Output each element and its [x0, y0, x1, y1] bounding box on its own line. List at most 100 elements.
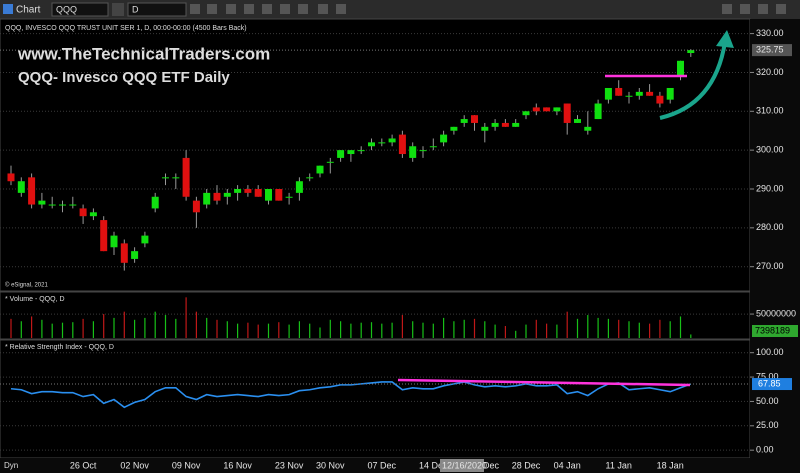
candle-body	[594, 103, 602, 120]
volume-bar	[618, 319, 620, 338]
x-tick-label: 16 Nov	[223, 460, 252, 470]
candle-body	[59, 204, 66, 206]
cursor-box	[440, 459, 484, 472]
y-tick-label: 330.00	[756, 28, 784, 38]
volume-bar	[257, 324, 259, 338]
volume-bar	[340, 321, 342, 338]
candle-body	[460, 119, 468, 123]
candle-body	[69, 204, 77, 206]
candle-body	[584, 126, 592, 131]
last-price-label: 325.75	[756, 44, 784, 54]
candle-body	[687, 50, 695, 54]
y-tick-label: 280.00	[756, 222, 784, 232]
candle-body	[28, 177, 36, 205]
last-rsi-label: 67.85	[758, 378, 781, 388]
volume-bar	[123, 311, 125, 338]
volume-bar	[597, 317, 599, 338]
y-tick-label: 100.00	[756, 347, 784, 357]
value-axis	[750, 19, 800, 458]
volume-bar	[72, 322, 74, 338]
window-title: Chart	[16, 5, 41, 16]
volume-bar	[20, 321, 22, 338]
candle-body	[223, 192, 231, 197]
candle-body	[501, 122, 509, 127]
candle-body	[388, 138, 396, 143]
x-tick-label: 21 Dec	[471, 460, 500, 470]
candle-body	[512, 122, 520, 127]
candle-body	[151, 196, 159, 209]
interval-text: D	[132, 4, 139, 14]
x-tick-label: 02 Nov	[120, 460, 149, 470]
toolbar-icons[interactable]	[190, 4, 786, 14]
candle-body	[213, 192, 221, 201]
volume-bar	[216, 319, 218, 338]
candle-body	[635, 91, 643, 96]
candle-body	[48, 204, 56, 206]
volume-bar	[412, 321, 414, 338]
candle-body	[182, 157, 190, 197]
candle-body	[306, 177, 314, 179]
volume-bar	[164, 315, 167, 338]
candle-body	[450, 126, 458, 131]
symbol-input[interactable]	[51, 2, 109, 17]
candle-body	[532, 107, 540, 112]
volume-bar	[391, 322, 393, 338]
y-tick-label: 50.00	[756, 396, 779, 406]
symbol-button[interactable]	[112, 3, 124, 16]
candle-body	[357, 150, 365, 152]
volume-bar	[504, 326, 506, 338]
chart-subtitle: QQQ- Invesco QQQ ETF Daily	[18, 69, 230, 86]
volume-bar	[51, 323, 53, 338]
candle-body	[347, 150, 355, 155]
rsi-pane	[0, 339, 751, 459]
x-tick-label: 26 Oct	[70, 460, 97, 470]
volume-bar	[566, 311, 568, 338]
candle-body	[17, 181, 25, 193]
volume-bar	[679, 316, 682, 338]
volume-bar	[525, 324, 527, 338]
volume-bar	[329, 319, 331, 338]
source: © eSignal, 2021	[5, 282, 48, 289]
volume-bar	[10, 318, 12, 338]
volume-bar	[309, 323, 311, 338]
candle-body	[265, 188, 272, 201]
y-tick-label: 270.00	[756, 261, 784, 271]
y-tick-label: 320.00	[756, 67, 784, 77]
volume-bar	[484, 321, 486, 338]
candle-body	[604, 87, 612, 100]
candle-body	[79, 208, 87, 217]
time-axis	[0, 458, 800, 473]
volume-bar	[350, 323, 352, 338]
y-tick-label: 310.00	[756, 106, 784, 116]
x-tick-label: 28 Dec	[512, 460, 541, 470]
last-price-box	[752, 44, 792, 57]
candle-body	[429, 146, 437, 148]
candle-body	[656, 95, 664, 104]
volume-bar	[267, 323, 270, 338]
candle-body	[481, 126, 489, 131]
volume-bar	[649, 323, 651, 338]
candle-body	[471, 115, 478, 123]
volume-bar	[690, 334, 692, 338]
y-tick-label: 50000000	[756, 308, 796, 318]
interval-input[interactable]	[127, 2, 187, 17]
candle-body	[625, 95, 633, 97]
candle-body	[615, 87, 623, 96]
volume-bar	[247, 322, 249, 338]
volume-bar	[31, 316, 33, 338]
candle-body	[254, 188, 262, 197]
candle-body	[234, 188, 242, 193]
candle-body	[316, 165, 324, 174]
candle-body	[285, 196, 293, 198]
last-volume-label: 7398189	[755, 325, 790, 335]
x-tick-label: 07 Dec	[368, 460, 397, 470]
candle-body	[244, 188, 252, 193]
candle-body	[141, 235, 149, 244]
candle-body	[120, 243, 128, 263]
y-tick-label: 25.00	[756, 420, 779, 430]
volume-bar	[587, 315, 589, 338]
volume-bar	[175, 318, 177, 338]
volume-bar	[473, 318, 476, 338]
candle-body	[275, 188, 283, 201]
volume-bar	[154, 311, 156, 338]
